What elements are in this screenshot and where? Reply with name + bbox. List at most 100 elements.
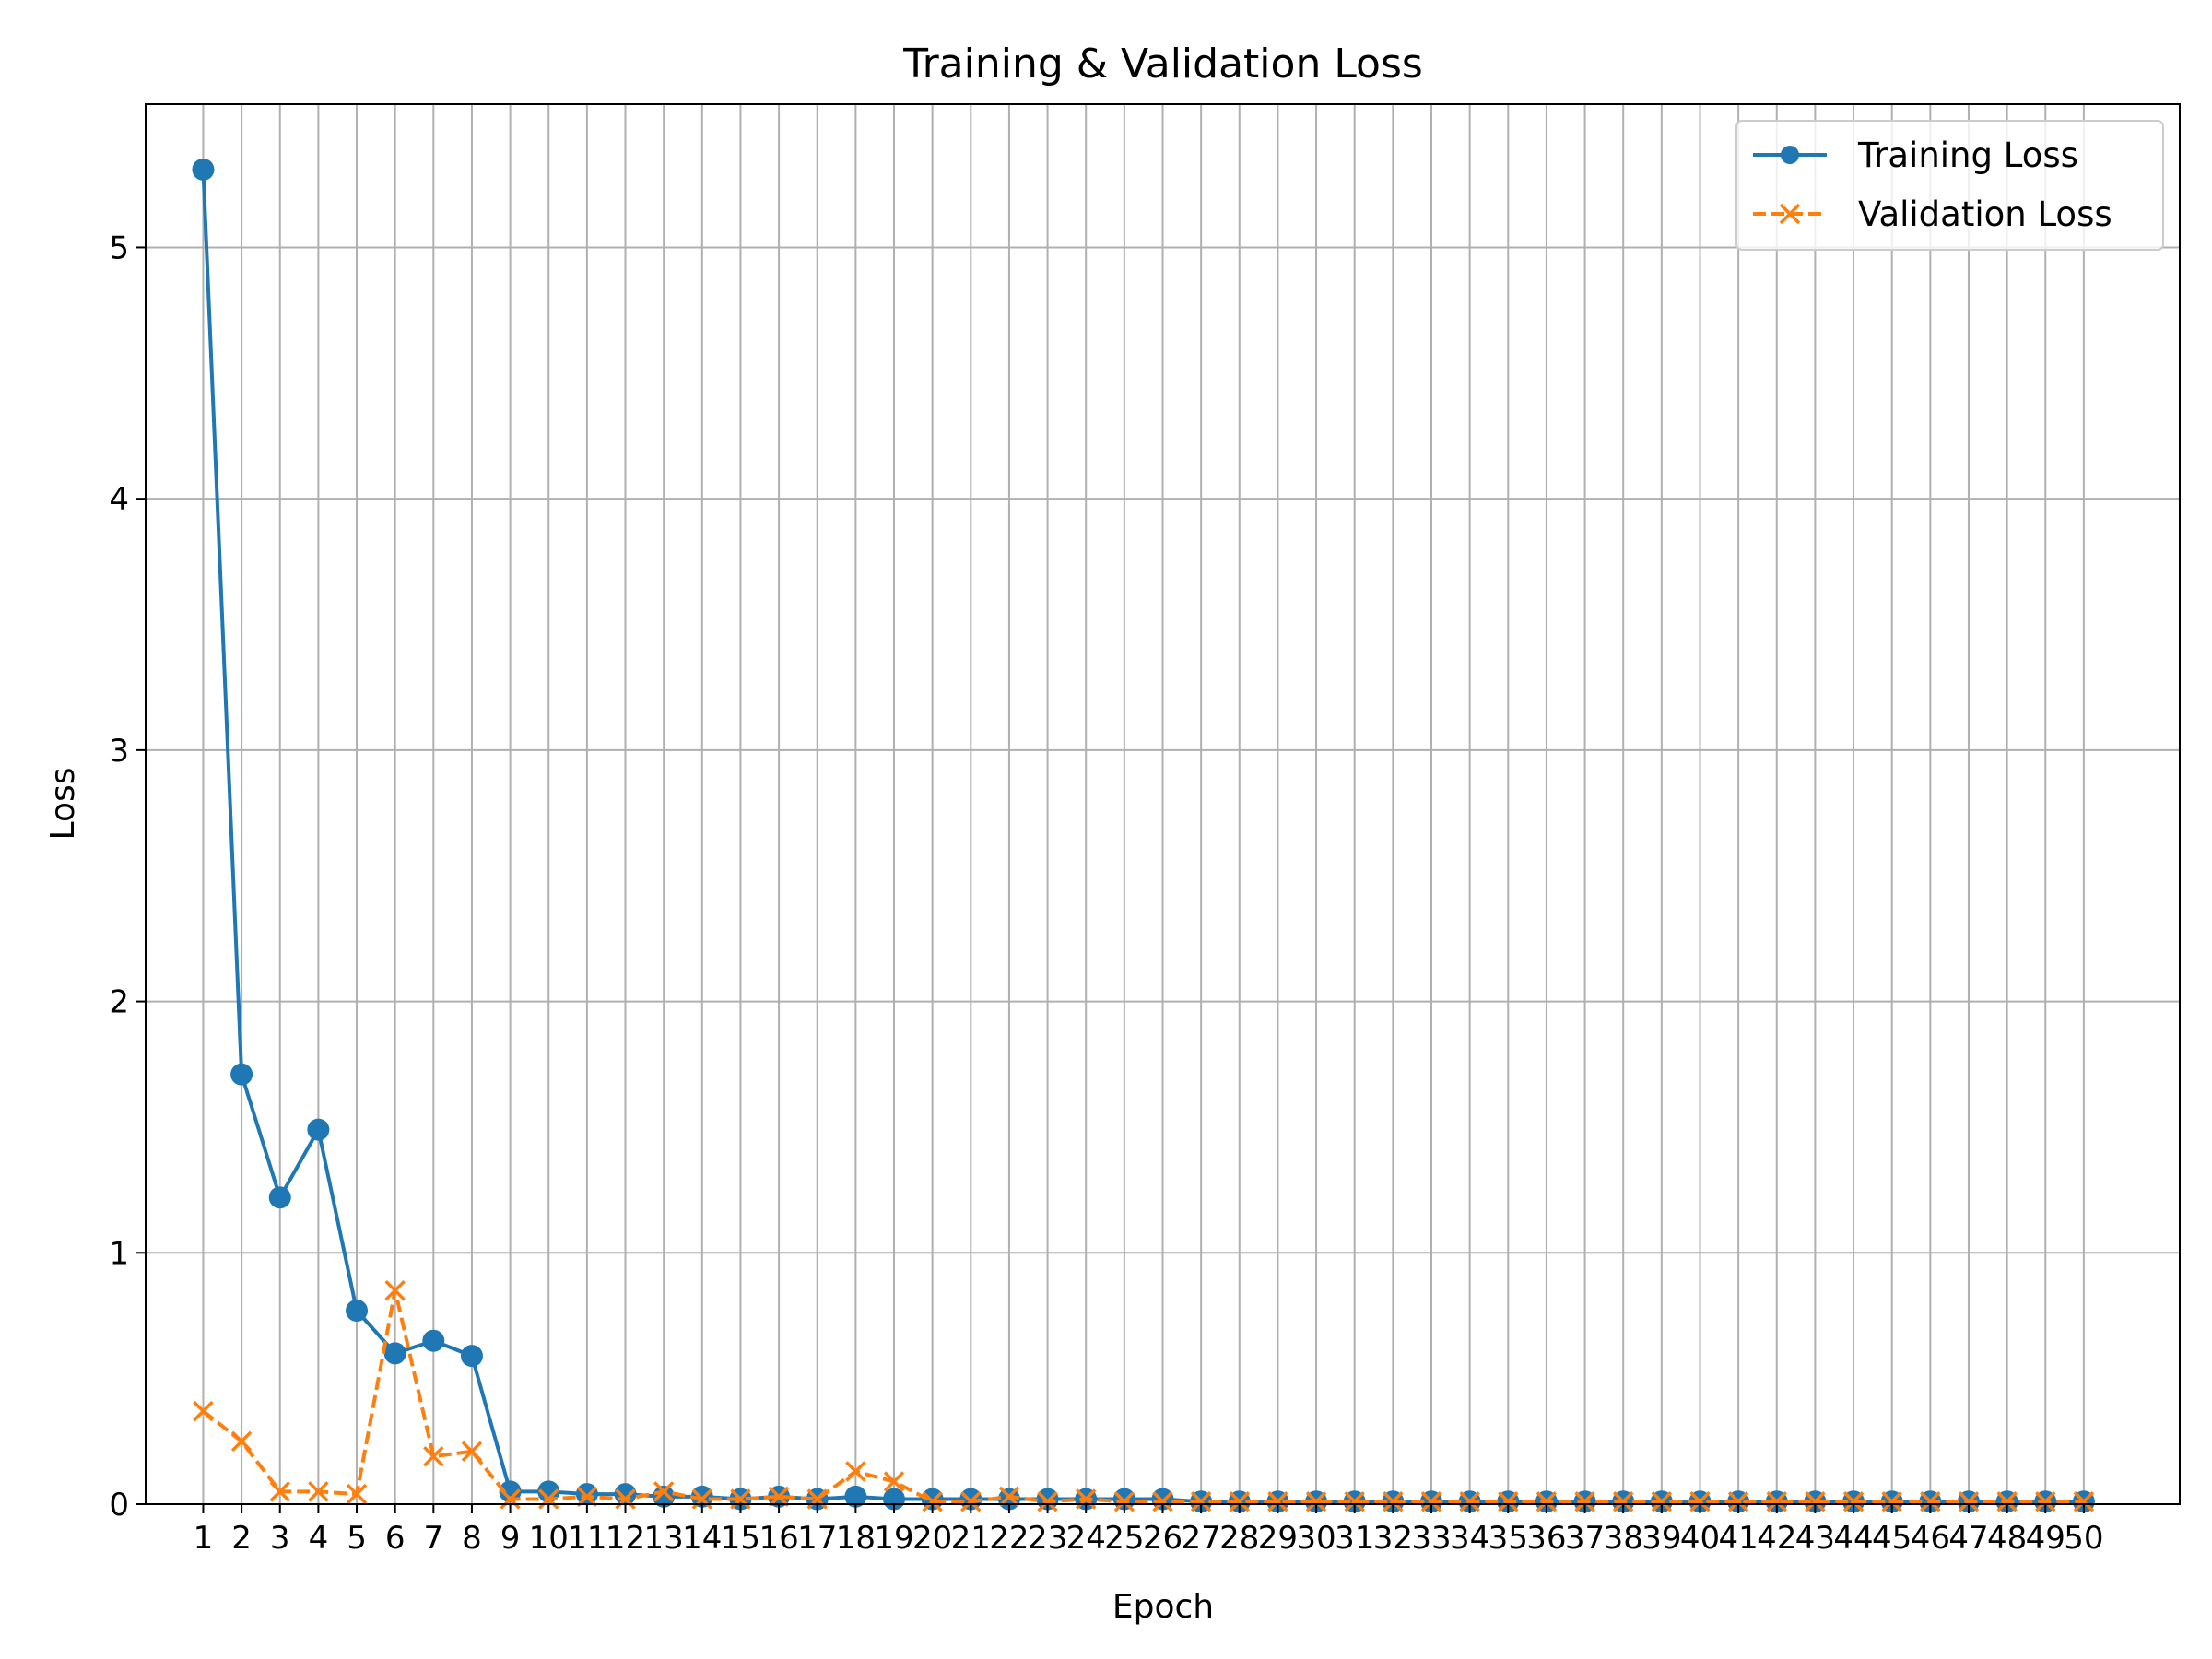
validation-loss-point — [2073, 1491, 2095, 1512]
validation-loss-point — [423, 1445, 444, 1467]
legend-training-label: Training Loss — [1857, 135, 2078, 175]
y-tick-label: 0 — [109, 1487, 129, 1524]
x-tick-label: 45 — [1872, 1520, 1912, 1557]
validation-loss-point — [845, 1461, 866, 1482]
validation-loss-point — [960, 1491, 982, 1512]
x-tick-label: 13 — [644, 1520, 684, 1557]
x-tick-label: 49 — [2026, 1520, 2065, 1557]
x-tick-label: 38 — [1604, 1520, 1643, 1557]
x-tick-label: 18 — [836, 1520, 876, 1557]
validation-loss-point — [922, 1491, 943, 1512]
x-axis-title: Epoch — [1112, 1588, 1214, 1626]
validation-loss-point — [1958, 1491, 1980, 1512]
training-loss-point — [460, 1345, 483, 1368]
validation-loss-point — [768, 1486, 790, 1508]
x-tick-label: 46 — [1911, 1520, 1950, 1557]
training-loss-point — [844, 1485, 867, 1508]
validation-loss-point — [500, 1488, 521, 1510]
x-tick-label: 22 — [989, 1520, 1029, 1557]
x-tick-label: 42 — [1757, 1520, 1796, 1557]
x-tick-label: 34 — [1450, 1520, 1489, 1557]
validation-loss-point — [1535, 1491, 1558, 1512]
x-tick-label: 44 — [1833, 1520, 1873, 1557]
x-tick-label: 15 — [721, 1520, 760, 1557]
x-tick-label: 32 — [1373, 1520, 1413, 1557]
validation-loss-point — [1612, 1491, 1634, 1512]
validation-loss-point — [1420, 1491, 1442, 1512]
validation-loss-point — [1382, 1491, 1404, 1512]
x-tick-label: 50 — [2064, 1520, 2103, 1557]
x-tick-label: 48 — [1987, 1520, 2027, 1557]
training-loss-point — [499, 1480, 522, 1503]
legend-validation-marker — [1779, 203, 1801, 225]
validation-loss-point — [653, 1481, 675, 1502]
validation-loss-point — [998, 1486, 1020, 1508]
x-tick-label: 23 — [1028, 1520, 1067, 1557]
validation-loss-point — [193, 1400, 214, 1422]
y-axis-title: Loss — [44, 768, 82, 841]
x-tick-label: 5 — [347, 1520, 367, 1557]
validation-loss-point — [691, 1488, 713, 1510]
y-tick-label: 2 — [109, 984, 129, 1021]
validation-loss-point — [461, 1441, 483, 1462]
validation-loss-point — [1842, 1491, 1865, 1512]
x-tick-label: 16 — [759, 1520, 798, 1557]
validation-loss-point — [1996, 1491, 2018, 1512]
validation-loss-point — [1037, 1491, 1058, 1512]
x-tick-label: 11 — [567, 1520, 606, 1557]
x-tick-label: 47 — [1948, 1520, 1988, 1557]
chart-title: Training & Validation Loss — [902, 41, 1423, 88]
y-tick-label: 4 — [109, 481, 129, 518]
validation-loss-point — [384, 1279, 406, 1301]
validation-loss-point — [1305, 1491, 1327, 1512]
training-loss-point — [346, 1300, 369, 1323]
y-tick-label: 3 — [109, 733, 129, 770]
x-tick-label: 35 — [1488, 1520, 1528, 1557]
x-tick-label: 3 — [270, 1520, 290, 1557]
x-tick-label: 26 — [1143, 1520, 1182, 1557]
legend-training-marker — [1781, 146, 1799, 164]
axes: 1 2 3 4 5 6 7 8 9 1011121314151617181920212223242… — [109, 229, 2103, 1557]
validation-loss-point — [576, 1486, 598, 1508]
validation-loss-point — [1727, 1491, 1749, 1512]
validation-loss-point — [883, 1471, 905, 1492]
validation-loss-point — [1805, 1491, 1826, 1512]
validation-loss-point — [308, 1481, 329, 1502]
validation-loss-point — [1881, 1491, 1902, 1512]
validation-loss-point — [230, 1430, 253, 1453]
training-loss-point — [192, 158, 215, 181]
x-tick-label: 4 — [309, 1520, 329, 1557]
validation-loss-line — [202, 1288, 2084, 1504]
training-loss-point — [230, 1063, 253, 1086]
validation-loss-point — [1190, 1491, 1212, 1512]
validation-loss-point — [1651, 1491, 1673, 1512]
legend: Training Loss Validation Loss — [1735, 120, 2164, 251]
x-tick-label: 8 — [462, 1520, 482, 1557]
y-tick-label: 1 — [109, 1235, 129, 1272]
validation-loss-point — [730, 1488, 751, 1510]
x-tick-label: 30 — [1296, 1520, 1335, 1557]
training-loss-point — [575, 1483, 598, 1506]
validation-loss-point — [1574, 1491, 1595, 1512]
x-tick-label: 6 — [385, 1520, 406, 1557]
x-tick-label: 17 — [797, 1520, 837, 1557]
x-tick-label: 12 — [606, 1520, 645, 1557]
x-tick-label: 43 — [1795, 1520, 1835, 1557]
x-tick-label: 39 — [1641, 1520, 1681, 1557]
validation-loss-point — [1459, 1491, 1480, 1512]
validation-loss-point — [2035, 1491, 2056, 1512]
training-loss-point — [690, 1485, 713, 1508]
validation-loss-point — [1267, 1491, 1288, 1512]
x-tick-label: 33 — [1411, 1520, 1451, 1557]
validation-loss-point — [537, 1488, 559, 1510]
training-loss-point — [268, 1186, 291, 1209]
validation-loss-point — [1766, 1491, 1787, 1512]
training-loss-point — [614, 1483, 637, 1506]
x-tick-label: 28 — [1219, 1520, 1259, 1557]
x-tick-label: 1 — [194, 1520, 214, 1557]
training-loss-point — [307, 1118, 330, 1141]
validation-loss-point — [1075, 1488, 1097, 1510]
y-tick-label: 5 — [109, 229, 129, 266]
legend-box — [1735, 120, 2164, 251]
validation-loss-point — [1920, 1491, 1941, 1512]
